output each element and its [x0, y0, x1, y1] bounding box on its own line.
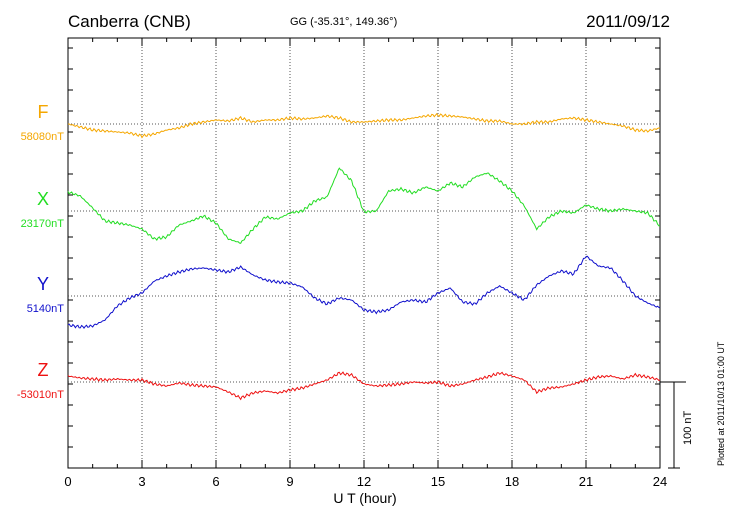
- series-baseline-x: 23170nT: [21, 218, 65, 230]
- x-axis-label: U T (hour): [333, 490, 397, 506]
- x-tick-label: 0: [64, 474, 71, 489]
- series-baseline-f: 58080nT: [21, 131, 65, 143]
- x-tick-label: 6: [212, 474, 219, 489]
- series-name-z: Z: [38, 360, 49, 380]
- plotted-timestamp: Plotted at 2011/10/13 01:00 UT: [716, 341, 726, 466]
- series-name-f: F: [38, 102, 49, 122]
- x-tick-label: 15: [431, 474, 445, 489]
- station-title: Canberra (CNB): [68, 12, 191, 31]
- x-tick-label: 12: [357, 474, 371, 489]
- x-tick-label: 21: [579, 474, 593, 489]
- series-line-z: [67, 371, 661, 401]
- plot-frame: [67, 37, 661, 469]
- x-tick-label: 24: [653, 474, 667, 489]
- station-coordinates: GG (-35.31°, 149.36°): [290, 16, 398, 28]
- chart-date: 2011/09/12: [586, 12, 670, 31]
- series-line-x: [67, 167, 661, 244]
- series-line-y: [67, 255, 661, 329]
- x-tick-label: 3: [138, 474, 145, 489]
- series-name-y: Y: [37, 274, 49, 294]
- x-tick-label: 9: [286, 474, 293, 489]
- series-baseline-z: -53010nT: [17, 389, 64, 401]
- scale-bar-label: 100 nT: [682, 410, 694, 445]
- series-name-x: X: [37, 189, 49, 209]
- series-baseline-y: 5140nT: [27, 303, 65, 315]
- x-tick-label: 18: [505, 474, 519, 489]
- series-line-f: [68, 112, 660, 139]
